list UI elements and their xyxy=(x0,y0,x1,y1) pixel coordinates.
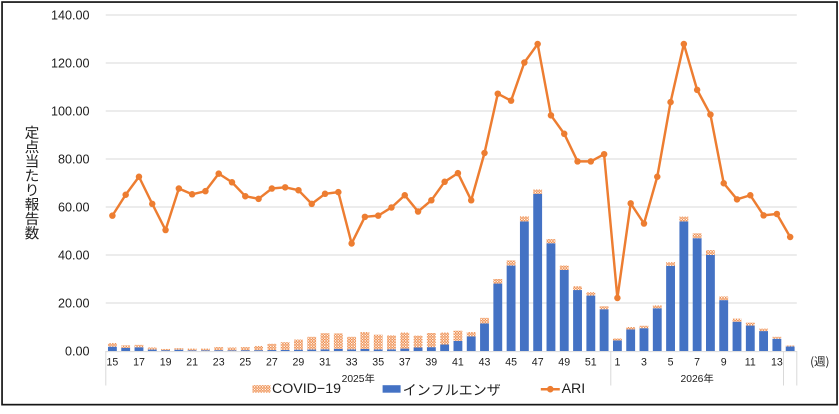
svg-text:2025: 2025 xyxy=(342,374,365,385)
svg-text:11: 11 xyxy=(745,357,756,369)
svg-text:19: 19 xyxy=(160,357,172,369)
svg-text:80.00: 80.00 xyxy=(58,153,90,167)
svg-text:35: 35 xyxy=(372,357,384,369)
svg-text:29: 29 xyxy=(293,357,305,369)
svg-text:15: 15 xyxy=(107,357,119,369)
svg-text:33: 33 xyxy=(346,357,358,369)
svg-text:3: 3 xyxy=(641,357,647,369)
svg-text:41: 41 xyxy=(452,357,464,369)
svg-text:9: 9 xyxy=(721,357,727,369)
svg-text:7: 7 xyxy=(694,357,700,369)
svg-text:23: 23 xyxy=(213,357,225,369)
svg-text:ARI: ARI xyxy=(562,381,586,397)
svg-text:0.00: 0.00 xyxy=(65,345,90,359)
svg-text:31: 31 xyxy=(319,357,331,369)
svg-text:20.00: 20.00 xyxy=(58,297,90,311)
svg-text:2026: 2026 xyxy=(681,374,704,385)
svg-text:43: 43 xyxy=(479,357,491,369)
svg-text:39: 39 xyxy=(425,357,437,369)
svg-text:1: 1 xyxy=(614,357,620,369)
svg-text:45: 45 xyxy=(505,357,517,369)
svg-text:37: 37 xyxy=(399,357,411,369)
svg-text:21: 21 xyxy=(186,357,198,369)
svg-text:40.00: 40.00 xyxy=(58,249,90,263)
svg-text:51: 51 xyxy=(585,357,597,369)
svg-text:COVID−19: COVID−19 xyxy=(272,381,341,397)
svg-text:13: 13 xyxy=(771,357,783,369)
svg-text:60.00: 60.00 xyxy=(58,201,90,215)
svg-text:17: 17 xyxy=(133,357,145,369)
svg-text:25: 25 xyxy=(239,357,251,369)
svg-text:27: 27 xyxy=(266,357,278,369)
svg-text:120.00: 120.00 xyxy=(51,57,90,71)
svg-text:47: 47 xyxy=(532,357,544,369)
svg-text:5: 5 xyxy=(668,357,674,369)
svg-text:49: 49 xyxy=(558,357,570,369)
svg-text:140.00: 140.00 xyxy=(51,9,90,23)
svg-text:100.00: 100.00 xyxy=(51,105,90,119)
